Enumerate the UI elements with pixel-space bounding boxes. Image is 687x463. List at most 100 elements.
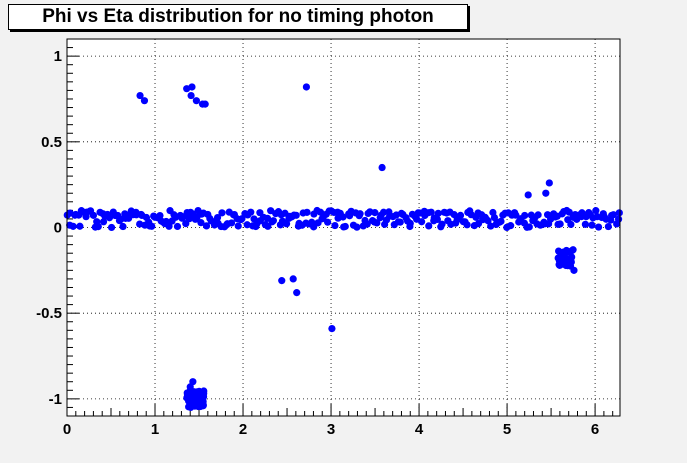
y-tick-label-1: 1	[54, 48, 62, 65]
band-point	[182, 220, 190, 228]
cluster-point-9	[378, 163, 386, 172]
cluster-point-0	[136, 91, 144, 100]
band-point	[363, 220, 371, 228]
band-point	[105, 214, 114, 222]
cluster-point-10	[524, 191, 532, 199]
cluster-point-3	[188, 83, 196, 91]
band-point	[69, 222, 77, 230]
band-point	[406, 219, 414, 227]
cluster-point-11	[542, 189, 550, 197]
band-point	[89, 211, 98, 219]
cluster-point-13	[278, 277, 286, 285]
band-point	[525, 223, 533, 231]
blob-1-point	[560, 252, 568, 260]
blob-1-point	[559, 258, 567, 266]
band-point	[227, 219, 236, 227]
blob-extra-point-1	[186, 383, 194, 391]
band-point	[202, 222, 211, 230]
band-point	[213, 214, 222, 222]
x-tick-label-6: 6	[591, 421, 599, 438]
band-point	[339, 213, 347, 221]
blob-0-point	[191, 393, 199, 401]
blob-1-point	[568, 253, 576, 261]
x-tick-label-4: 4	[415, 421, 424, 438]
x-tick-label-0: 0	[63, 421, 71, 438]
band-point	[565, 208, 573, 216]
x-tick-label-2: 2	[239, 421, 247, 438]
band-point	[434, 209, 442, 217]
band-point	[303, 208, 311, 216]
band-point	[269, 217, 277, 225]
band-point	[427, 208, 435, 216]
band-point	[521, 211, 529, 220]
cluster-point-4	[187, 91, 195, 100]
band-point	[609, 211, 618, 219]
band-point	[243, 221, 251, 229]
band-point	[497, 217, 505, 225]
band-point	[418, 218, 426, 226]
band-point	[484, 217, 492, 225]
band-point	[353, 223, 361, 231]
blob-extra-point-2	[569, 246, 577, 254]
y-tick-label-0.5: 0.5	[41, 134, 62, 151]
blob-extra-point-3	[570, 266, 578, 274]
band-point	[76, 222, 84, 230]
band-point	[218, 209, 226, 217]
band-point	[463, 221, 471, 229]
cluster-point-7	[201, 100, 209, 108]
band-point	[156, 211, 164, 220]
x-tick-label-1: 1	[151, 421, 159, 438]
y-tick-label-0: 0	[54, 220, 62, 237]
band-point	[588, 221, 596, 229]
y-tick-label--1: -1	[49, 391, 62, 408]
blob-0-point	[186, 389, 194, 397]
band-point	[94, 223, 102, 231]
band-point	[99, 218, 108, 226]
band-point	[331, 221, 339, 230]
band-point	[425, 222, 433, 230]
band-point	[148, 222, 156, 230]
band-point	[324, 218, 332, 226]
band-point	[456, 211, 465, 220]
band-point	[316, 208, 325, 216]
band-point	[356, 210, 364, 218]
band-point	[292, 211, 300, 219]
band-point	[396, 218, 404, 226]
cluster-point-15	[293, 289, 301, 297]
band-point	[107, 223, 116, 232]
band-point	[197, 219, 205, 227]
x-tick-label-5: 5	[503, 421, 511, 438]
band-point	[615, 209, 623, 217]
band-point	[567, 220, 575, 229]
band-point	[433, 215, 441, 224]
y-tick-label--0.5: -0.5	[36, 305, 62, 322]
cluster-point-5	[192, 97, 200, 105]
band-point	[380, 208, 388, 216]
band-point	[534, 211, 542, 219]
band-point	[247, 208, 255, 216]
chart-title: Phi vs Eta distribution for no timing ph…	[8, 4, 468, 30]
band-point	[264, 222, 272, 230]
cluster-point-8	[302, 83, 311, 91]
band-point	[371, 209, 379, 217]
blob-0-point	[194, 399, 203, 407]
band-point	[234, 222, 242, 230]
band-point	[594, 223, 603, 231]
cluster-point-1	[140, 97, 149, 105]
cluster-point-14	[289, 275, 297, 283]
blob-0-point	[187, 403, 195, 411]
cluster-point-12	[545, 179, 553, 187]
cluster-point-16	[328, 325, 336, 333]
band-point	[119, 222, 127, 231]
band-point	[507, 222, 515, 230]
x-tick-label-3: 3	[327, 421, 335, 438]
band-point	[373, 219, 381, 227]
band-point	[614, 215, 623, 223]
band-point	[592, 207, 600, 215]
band-point	[487, 222, 495, 230]
band-point	[282, 220, 291, 228]
band-point	[556, 220, 564, 228]
band-point	[341, 222, 349, 231]
